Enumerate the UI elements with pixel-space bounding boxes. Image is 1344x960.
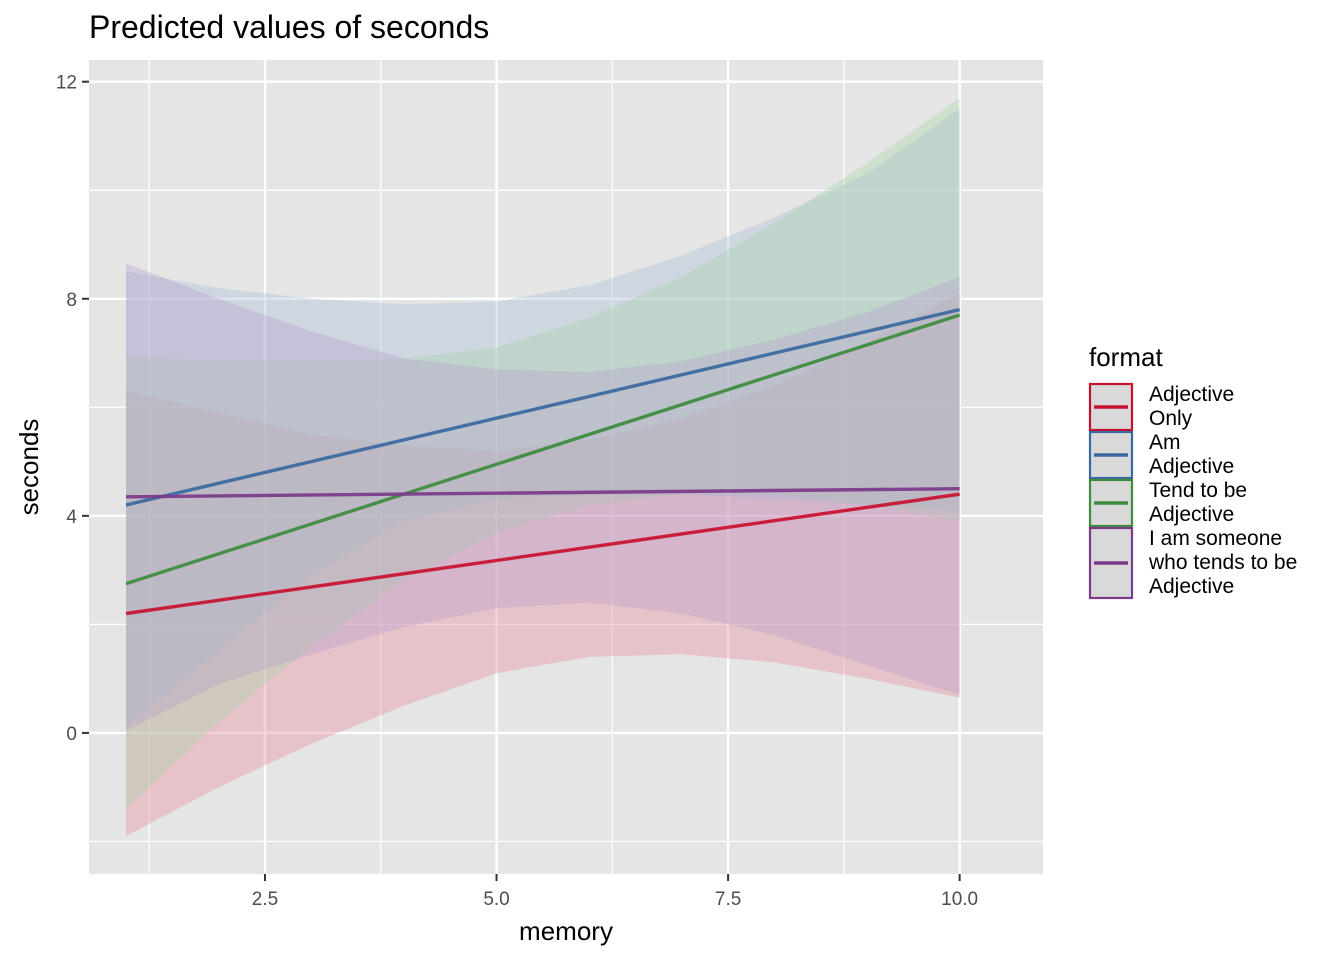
y-tick-label: 4 [66,507,77,528]
legend-label-1: Adjective Only [1149,383,1234,430]
confidence-band-4 [126,263,960,731]
x-tick-label: 7.5 [715,889,741,910]
confidence-bands [126,98,960,836]
legend-label-2: Am Adjective [1149,431,1234,478]
axes: 2.5 5.0 7.5 10.0 0 4 8 12 [56,73,978,910]
grid-minor [89,60,1043,874]
confidence-band-2 [126,108,960,728]
series-lines [125,307,961,616]
confidence-band-3 [126,98,960,809]
series-line-4 [126,487,960,499]
legend-label-3: Tend to be Adjective [1149,479,1247,526]
series-line-2 [125,307,961,507]
series-line-3 [125,313,961,586]
y-tick-label: 12 [56,73,77,94]
chart-title: Predicted values of seconds [89,9,489,45]
x-tick-label: 5.0 [483,889,509,910]
legend-label-4: I am someone who tends to be Adjective [1148,527,1297,598]
x-tick-label: 10.0 [941,889,978,910]
grid-major [89,60,1043,874]
x-tick-label: 2.5 [252,889,278,910]
series-line-1 [125,492,960,616]
y-axis-title: seconds [14,419,44,516]
legend-title: format [1089,342,1163,372]
y-tick-label: 0 [66,724,77,745]
plot-panel [89,60,1043,874]
y-tick-label: 8 [66,290,77,311]
confidence-band-1 [126,293,960,836]
x-axis-title: memory [519,916,613,946]
